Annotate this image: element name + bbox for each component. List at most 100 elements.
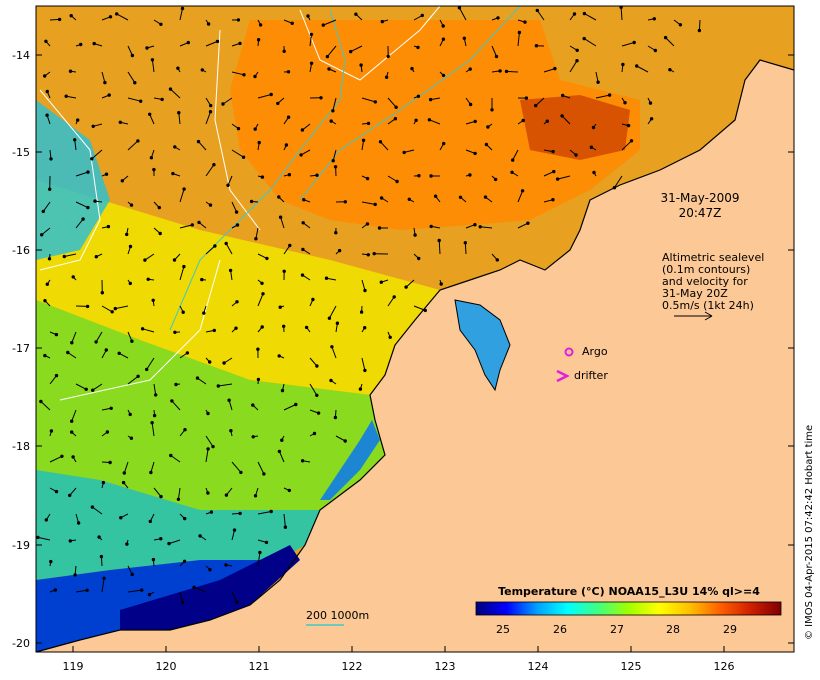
velocity-vector xyxy=(179,266,185,281)
velocity-vector xyxy=(127,71,136,83)
velocity-vector-head xyxy=(300,459,305,463)
velocity-vector-head xyxy=(234,326,238,330)
velocity-vector-head xyxy=(589,145,594,149)
velocity-vector xyxy=(255,227,259,239)
velocity-vector-head xyxy=(70,419,74,423)
velocity-vector xyxy=(197,377,207,385)
velocity-vector-head xyxy=(235,600,239,604)
velocity-vector-head xyxy=(76,118,80,122)
velocity-vector-head xyxy=(407,197,411,202)
velocity-vector-head xyxy=(79,42,83,47)
velocity-vector-head xyxy=(110,310,114,314)
velocity-vector xyxy=(569,60,578,73)
velocity-vector-head xyxy=(329,119,333,123)
velocity-vector-head xyxy=(534,103,538,108)
velocity-vector xyxy=(283,245,291,255)
velocity-vector-head xyxy=(333,165,338,169)
velocity-vector-head xyxy=(251,403,255,407)
velocity-vector-head xyxy=(378,140,383,144)
velocity-vector-head xyxy=(43,299,47,303)
velocity-vector-head xyxy=(473,151,477,156)
velocity-vector-head xyxy=(40,233,44,237)
velocity-vector xyxy=(405,279,415,288)
velocity-vector xyxy=(92,506,103,515)
velocity-vector xyxy=(170,88,181,99)
velocity-vector-head xyxy=(139,99,143,103)
velocity-vector-head xyxy=(53,588,58,592)
velocity-vector xyxy=(464,242,467,255)
velocity-vector-head xyxy=(663,35,668,40)
velocity-vector-head xyxy=(236,18,241,22)
velocity-vector xyxy=(257,461,265,475)
velocity-vector-head xyxy=(301,247,305,252)
velocity-vector xyxy=(75,218,84,229)
velocity-vector xyxy=(278,451,285,463)
velocity-vector-head xyxy=(70,341,74,345)
velocity-vector xyxy=(49,375,57,385)
velocity-vector-head xyxy=(241,155,246,159)
velocity-vector-head xyxy=(534,44,539,48)
velocity-vector-head xyxy=(120,179,125,183)
velocity-vector-head xyxy=(392,295,396,299)
velocity-vector-head xyxy=(468,173,472,177)
velocity-vector-head xyxy=(327,316,332,320)
velocity-vector-head xyxy=(195,376,200,380)
velocity-vector xyxy=(512,149,519,161)
velocity-vector-head xyxy=(91,388,95,392)
velocity-vector-head xyxy=(316,411,321,415)
king-sound-water xyxy=(455,300,510,390)
velocity-vector-head xyxy=(498,69,502,73)
velocity-vector-head xyxy=(73,138,77,142)
velocity-vector-head xyxy=(649,117,654,121)
velocity-vector-head xyxy=(299,153,303,157)
x-tick-label: 119 xyxy=(63,660,84,673)
velocity-vector-head xyxy=(429,224,433,229)
velocity-vector-head xyxy=(176,497,181,501)
velocity-vector-head xyxy=(535,8,539,13)
velocity-vector-head xyxy=(256,377,261,382)
velocity-vector-head xyxy=(212,163,216,167)
velocity-vector-head xyxy=(417,256,421,261)
velocity-vector-head xyxy=(125,232,129,237)
x-axis: 119 120 121 122 123 124 125 126 xyxy=(63,646,735,673)
velocity-vector-head xyxy=(269,509,273,514)
velocity-vector-head xyxy=(517,30,522,35)
velocity-vector xyxy=(283,513,286,528)
velocity-vector-head xyxy=(413,233,417,237)
velocity-vector-head xyxy=(44,518,48,522)
velocity-vector xyxy=(49,455,63,463)
velocity-vector-head xyxy=(64,94,68,98)
velocity-vector-head xyxy=(104,348,109,352)
velocity-vector-head xyxy=(555,177,560,181)
velocity-vector-head xyxy=(68,539,73,543)
velocity-vector-head xyxy=(552,169,556,174)
velocity-vector-head xyxy=(159,494,163,499)
velocity-vector-head xyxy=(575,48,579,52)
velocity-vector-head xyxy=(222,361,226,365)
velocity-vector-head xyxy=(462,36,466,40)
velocity-vector-head xyxy=(277,354,281,358)
x-tick-label: 123 xyxy=(435,660,456,673)
velocity-vector-head xyxy=(104,172,109,176)
velocity-vector-head xyxy=(591,125,596,130)
velocity-vector-head xyxy=(236,126,241,131)
velocity-vector-head xyxy=(596,80,600,84)
velocity-vector xyxy=(218,383,233,387)
velocity-vector xyxy=(231,149,244,158)
velocity-vector-head xyxy=(49,429,54,433)
velocity-vector-head xyxy=(315,364,319,368)
velocity-vector-head xyxy=(130,53,135,58)
velocity-vector-head xyxy=(612,186,617,190)
velocity-vector-head xyxy=(145,367,149,372)
velocity-vector xyxy=(75,201,89,209)
velocity-vector-head xyxy=(441,73,446,78)
velocity-vector-head xyxy=(130,339,134,343)
velocity-vector-head xyxy=(133,81,137,85)
velocity-vector-head xyxy=(221,102,225,106)
velocity-vector xyxy=(517,222,529,229)
velocity-vector-head xyxy=(254,237,258,241)
velocity-vector-head xyxy=(185,351,190,355)
velocity-vector-head xyxy=(523,20,527,24)
velocity-vector-head xyxy=(280,438,284,442)
velocity-vector-head xyxy=(494,54,499,59)
